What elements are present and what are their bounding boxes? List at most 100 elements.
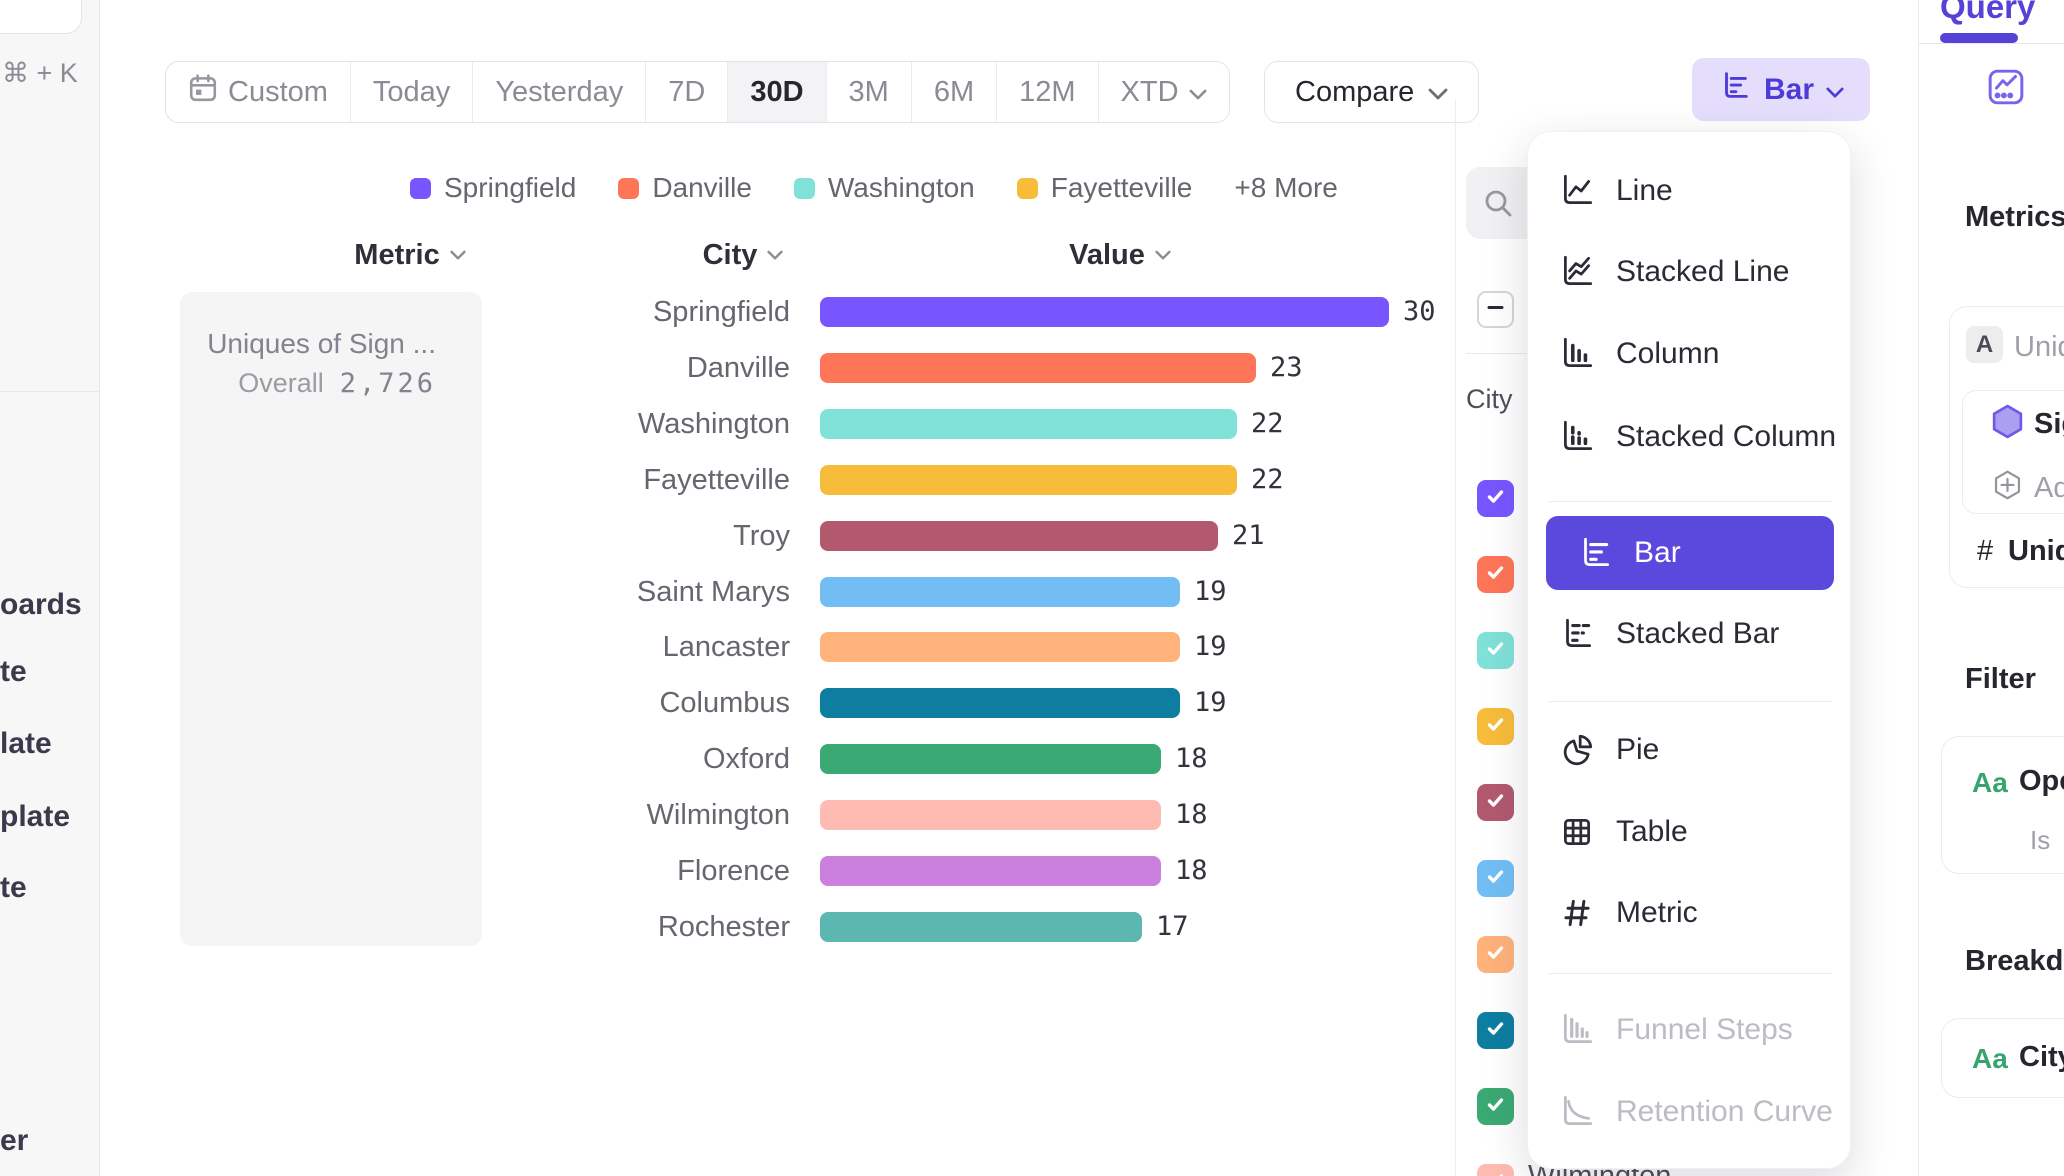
bar-value-label: 23 [1270,352,1303,383]
bar-columbus[interactable] [820,688,1180,718]
column-header-metric[interactable]: Metric [300,239,520,272]
sidebar-divider [0,391,100,392]
bar-category-label: Oxford [702,743,790,775]
sidebar-item[interactable]: oards [0,588,82,621]
series-checkbox[interactable] [1477,1088,1514,1125]
menu-item-label: Stacked Line [1616,255,1790,288]
bar-category-label: Wilmington [646,799,790,831]
date-range-custom[interactable]: Custom [166,62,351,122]
compare-button[interactable]: Compare [1264,61,1480,123]
menu-item-metric[interactable]: Metric [1528,877,1852,949]
column-header-city[interactable]: City [633,239,853,272]
date-range-12m[interactable]: 12M [997,62,1099,122]
overall-label: Overall [238,368,324,398]
menu-item-stacked-bar[interactable]: Stacked Bar [1528,598,1852,670]
bar-fayetteville[interactable] [820,465,1237,495]
date-range-7d[interactable]: 7D [646,62,729,122]
checkmark-icon [1485,1170,1506,1176]
table-icon [1558,813,1596,851]
select-all-checkbox[interactable] [1477,291,1514,328]
breakdown-property-text: City [2019,1041,2064,1073]
bar-value-label: 30 [1403,296,1436,327]
column-header-value[interactable]: Value [1010,239,1230,272]
date-range-6m[interactable]: 6M [912,62,998,122]
bar-category-label: Springfield [652,296,790,328]
metrics-heading: Metrics [1965,201,2064,233]
menu-divider [1548,701,1832,702]
bar-category-label: Rochester [657,911,790,943]
series-checkbox[interactable] [1477,480,1514,517]
date-range-xtd[interactable]: XTD [1099,62,1229,122]
query-panel [1918,0,2064,1176]
bar-saint-marys[interactable] [820,577,1180,607]
sidebar-item[interactable]: late [0,727,52,760]
series-checkbox[interactable] [1477,632,1514,669]
series-checkbox[interactable] [1477,1012,1514,1049]
bar-troy[interactable] [820,521,1218,551]
chevron-down-icon [1826,73,1844,107]
series-checkbox[interactable] [1477,784,1514,821]
compare-label: Compare [1295,75,1415,108]
menu-item-label: Stacked Bar [1616,617,1780,650]
menu-item-stacked-line[interactable]: Stacked Line [1528,236,1852,308]
legend-item[interactable]: Fayetteville [1016,172,1192,204]
metric-card[interactable]: Uniques of Sign ... Overall 2,726 [180,292,482,946]
date-range-3m[interactable]: 3M [827,62,912,122]
bar-value-label: 18 [1175,799,1208,830]
calendar-icon [188,73,218,111]
tab-query[interactable]: Query [1940,0,2036,25]
metrics-card: A Uniq Sig Add # Uniqu [1949,306,2064,588]
add-event-icon[interactable] [1991,468,2024,506]
insights-chart-icon[interactable] [1987,68,2025,111]
bar-category-label: Columbus [659,687,790,719]
date-range-30d[interactable]: 30D [728,62,827,122]
sidebar-item[interactable]: te [0,871,27,904]
menu-item-pie[interactable]: Pie [1528,714,1852,786]
stacked-column-chart-icon [1558,418,1596,456]
menu-item-funnel-steps: Funnel Steps [1528,994,1852,1066]
series-checkbox[interactable] [1477,936,1514,973]
legend-more-button[interactable]: +8 More [1234,172,1338,203]
chart-legend: Springfield Danville Washington Fayettevill… [410,172,1338,204]
menu-item-line[interactable]: Line [1528,155,1852,227]
date-range-yesterday[interactable]: Yesterday [473,62,647,122]
menu-item-table[interactable]: Table [1528,796,1852,868]
menu-item-column[interactable]: Column [1528,318,1852,390]
breakdown-card[interactable]: Aa City [1941,1018,2064,1098]
bar-washington[interactable] [820,409,1237,439]
legend-item[interactable]: Washington [793,172,975,204]
bar-springfield[interactable] [820,297,1389,327]
bar-value-label: 22 [1251,464,1284,495]
stacked-bar-chart-icon [1558,615,1596,653]
bar-lancaster[interactable] [820,632,1180,662]
series-checkbox[interactable] [1477,708,1514,745]
menu-item-bar[interactable]: Bar [1546,516,1834,590]
unique-users-text[interactable]: Uniqu [2008,535,2064,567]
checkmark-icon [1485,486,1506,512]
bar-florence[interactable] [820,856,1161,886]
series-checkbox[interactable] [1477,860,1514,897]
filter-heading: Filter [1965,663,2036,695]
chart-type-button[interactable]: Bar [1692,58,1871,121]
menu-item-label: Bar [1634,536,1681,569]
date-range-today[interactable]: Today [351,62,474,122]
menu-item-stacked-column[interactable]: Stacked Column [1528,401,1852,473]
filter-card[interactable]: Aa Ope Is i [1941,736,2064,874]
bar-value-label: 18 [1175,855,1208,886]
sidebar-item[interactable]: plate [0,800,71,833]
event-card[interactable]: Sig Add [1962,390,2064,514]
sidebar-item[interactable]: er [0,1124,29,1157]
legend-item[interactable]: Danville [618,172,752,204]
sidebar-search-box[interactable] [0,0,82,34]
sidebar-item[interactable]: te [0,655,27,688]
series-panel-divider [1455,100,1456,1176]
retention-curve-icon [1558,1093,1596,1131]
series-checkbox[interactable] [1477,1164,1514,1176]
series-checkbox[interactable] [1477,556,1514,593]
bar-rochester[interactable] [820,912,1142,942]
bar-danville[interactable] [820,353,1256,383]
column-header-city-label: City [702,239,758,271]
bar-oxford[interactable] [820,744,1161,774]
bar-wilmington[interactable] [820,800,1161,830]
legend-item[interactable]: Springfield [410,172,576,204]
